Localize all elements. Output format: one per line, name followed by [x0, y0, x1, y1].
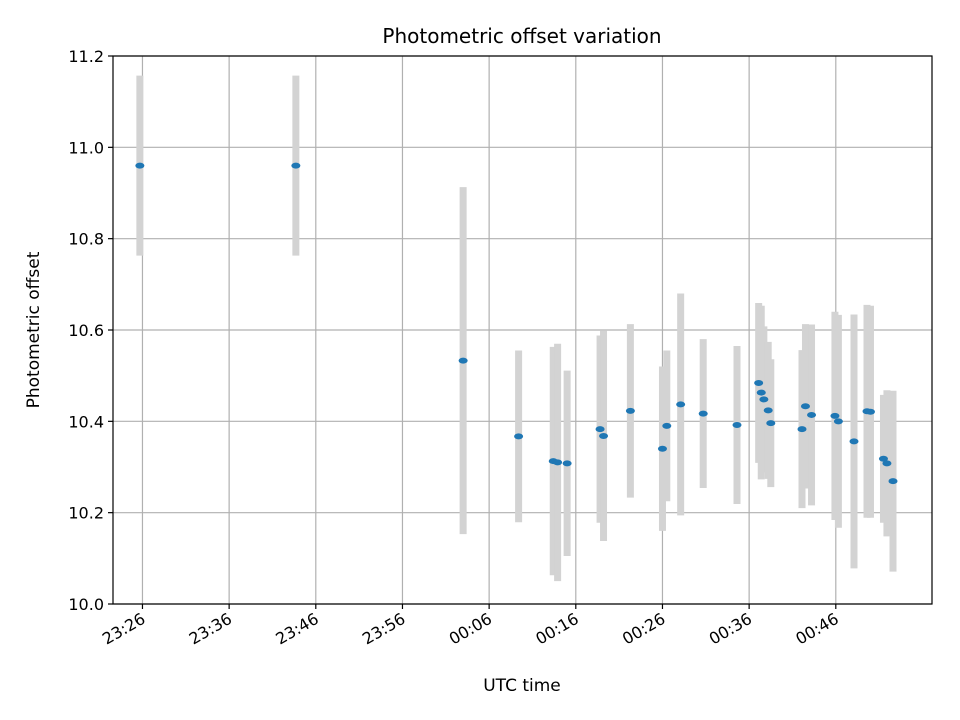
data-point: [888, 478, 898, 485]
data-point: [833, 418, 843, 425]
data-point: [625, 407, 635, 414]
data-point: [754, 379, 764, 386]
y-tick-label: 11.0: [68, 138, 104, 157]
data-point: [830, 412, 840, 419]
data-point: [766, 420, 776, 427]
data-point: [732, 421, 742, 428]
data-point: [849, 438, 859, 445]
data-point: [595, 426, 605, 433]
data-point: [698, 410, 708, 417]
chart-title: Photometric offset variation: [382, 24, 661, 48]
y-tick-label: 10.6: [68, 321, 104, 340]
data-point: [878, 455, 888, 462]
data-point: [553, 459, 563, 466]
data-point: [514, 433, 524, 440]
data-point: [807, 411, 817, 418]
y-tick-label: 10.4: [68, 412, 104, 431]
y-tick-label: 10.8: [68, 230, 104, 249]
data-point: [599, 432, 609, 439]
data-point: [458, 357, 468, 364]
data-point: [865, 408, 875, 415]
data-point: [797, 426, 807, 433]
y-tick-label: 11.2: [68, 47, 104, 66]
data-point: [756, 389, 766, 396]
data-point: [763, 407, 773, 414]
data-point: [882, 460, 892, 467]
data-point: [135, 162, 145, 169]
data-point: [657, 445, 667, 452]
data-point: [800, 403, 810, 410]
data-point: [562, 460, 572, 467]
data-point: [291, 162, 301, 169]
data-point: [759, 396, 769, 403]
data-points: [135, 162, 898, 485]
y-tick-label: 10.0: [68, 595, 104, 614]
y-tick-label: 10.2: [68, 504, 104, 523]
y-axis-label: Photometric offset: [24, 251, 44, 408]
x-axis-label: UTC time: [483, 676, 561, 696]
data-point: [662, 422, 672, 429]
data-point: [676, 401, 686, 408]
